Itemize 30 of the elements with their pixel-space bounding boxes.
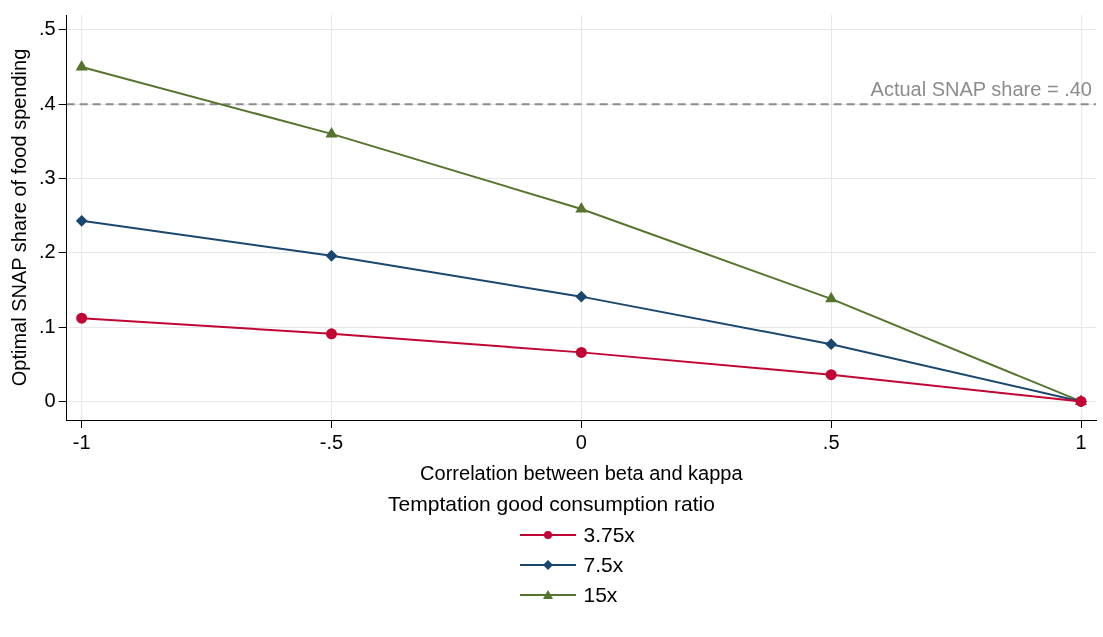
legend-label: 3.75x [583,523,636,547]
y-tick-label: .5 [38,17,56,40]
point [76,215,88,227]
y-tick-label: .4 [38,91,56,114]
x-tick-label: -.5 [319,430,344,453]
point [76,312,88,324]
x-tick-label: 1 [1075,430,1087,453]
legend-title: Temptation good consumption ratio [387,492,716,516]
point [575,346,587,358]
y-tick-label: .2 [38,240,56,263]
ref-line-label: Actual SNAP share = .40 [870,77,1092,100]
legend-label: 15x [583,583,619,607]
point [825,369,837,381]
x-tick-label: .5 [822,430,840,453]
x-tick-label: -1 [72,430,91,453]
y-tick-label: .3 [38,166,56,188]
point [326,127,337,138]
point [575,291,587,303]
y-axis-title: Optimal SNAP share of food spending [7,48,30,387]
y-tick-label: 0 [44,388,56,411]
point [576,202,587,213]
x-axis-title: Correlation between beta and kappa [420,461,744,484]
point [326,328,338,340]
point [825,338,837,350]
point [76,61,87,71]
legend-label: 7.5x [583,553,625,577]
y-tick-label: .1 [38,314,56,337]
point [326,250,338,262]
x-tick-label: 0 [575,430,587,453]
point [825,292,837,303]
